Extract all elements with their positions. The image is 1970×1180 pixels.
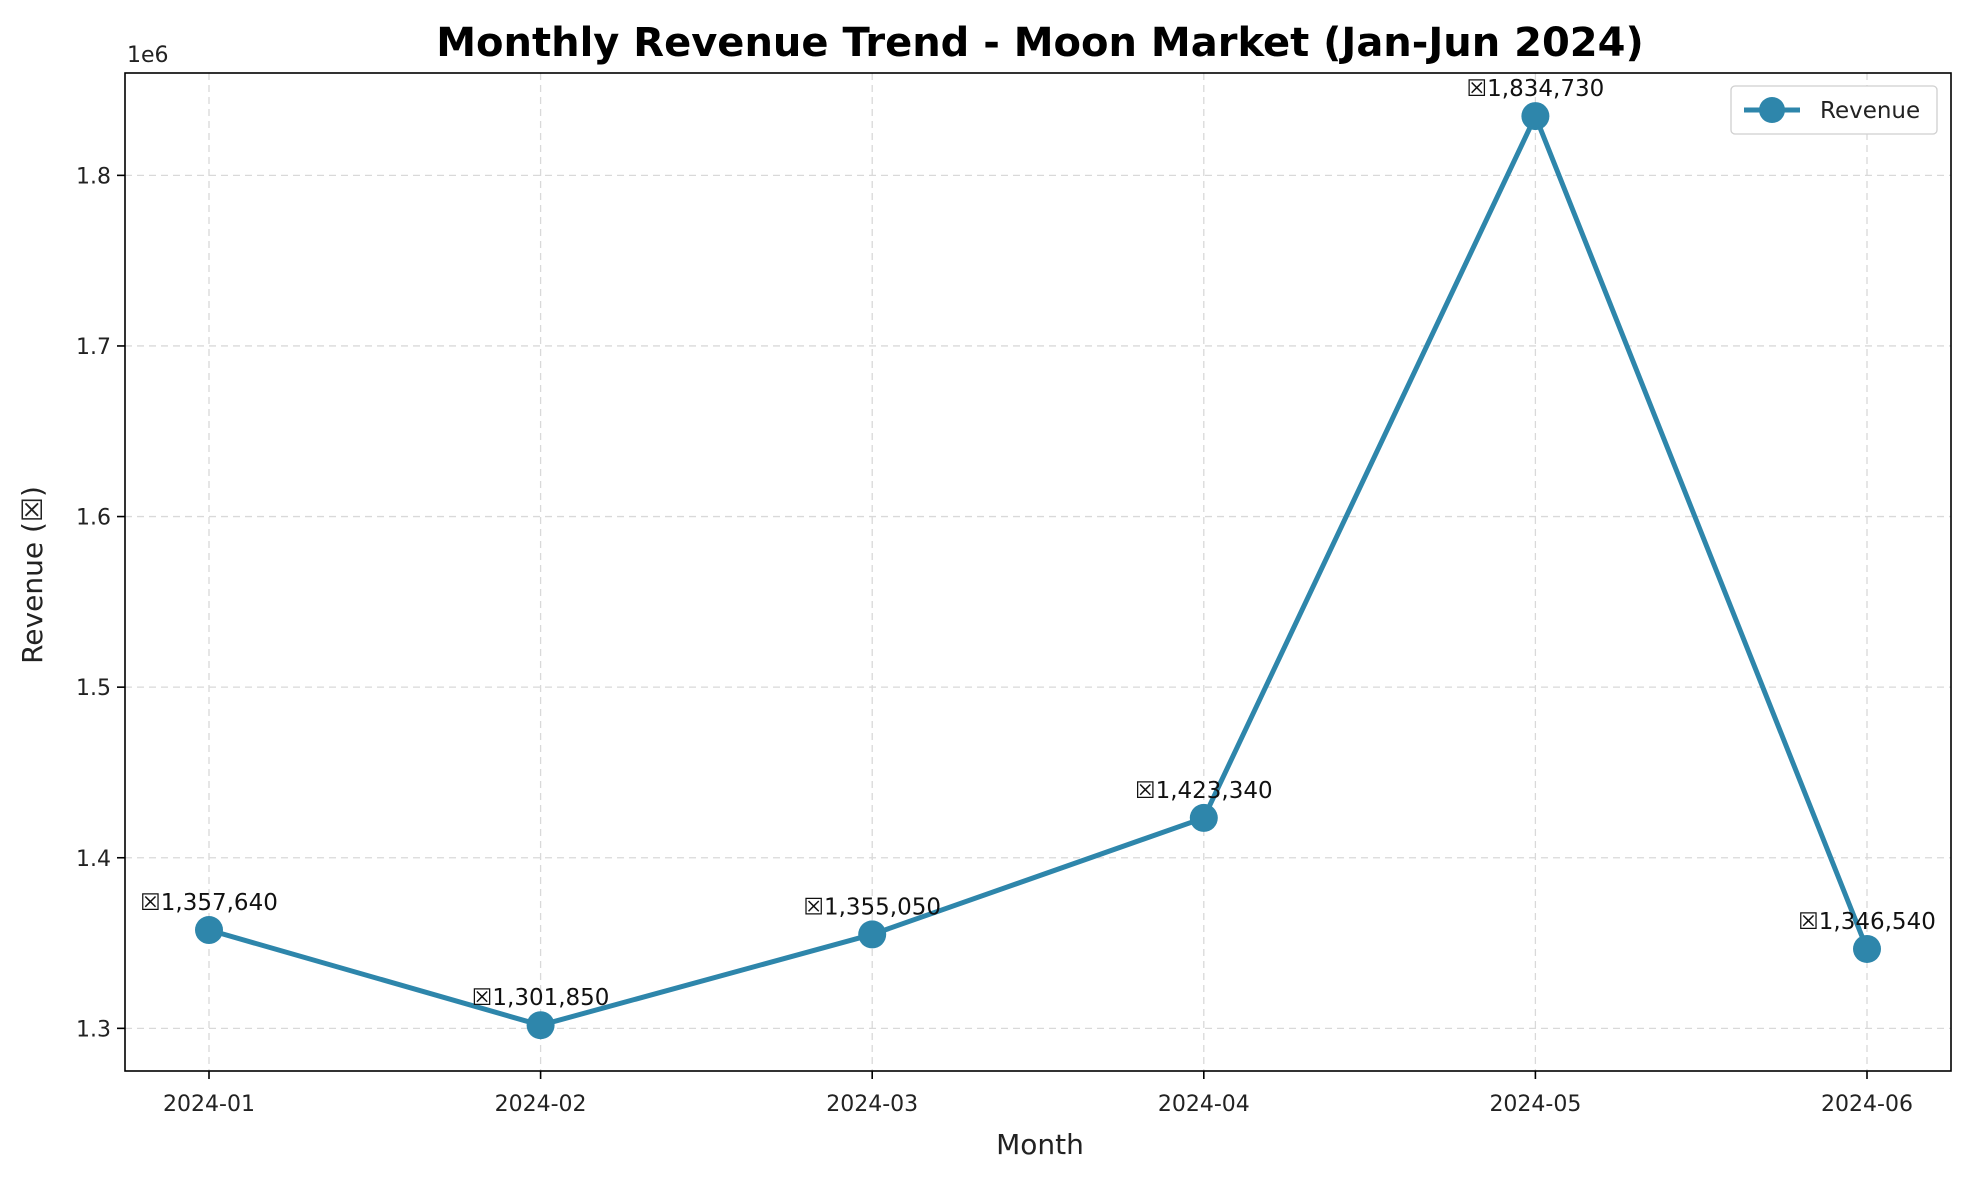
y-tick-label: 1.3 (76, 1017, 111, 1042)
series-markers (195, 102, 1881, 1040)
x-axis-label: Month (996, 1128, 1084, 1161)
legend-marker-swatch (1759, 97, 1785, 123)
y-tick-label: 1.6 (76, 506, 111, 531)
x-tick-label: 2024-06 (1821, 1092, 1913, 1117)
y-tick-label: 1.4 (76, 847, 111, 872)
data-point-marker (1189, 803, 1218, 832)
data-point-label: ☒1,357,640 (140, 890, 278, 916)
legend: Revenue (1730, 85, 1938, 135)
y-axis-label: Revenue (☒) (16, 486, 49, 664)
data-labels: ☒1,357,640 ☒1,301,850 ☒1,355,050 ☒1,423,340… (140, 76, 1936, 1011)
chart-title: Monthly Revenue Trend - Moon Market (Jan… (436, 20, 1644, 66)
x-tick-label: 2024-02 (495, 1092, 587, 1117)
data-point-marker (1521, 102, 1550, 131)
data-point-marker (526, 1011, 555, 1040)
data-point-label: ☒1,301,850 (472, 985, 610, 1011)
legend-entry-revenue: Revenue (1820, 98, 1920, 124)
data-point-label: ☒1,346,540 (1798, 909, 1936, 935)
y-axis-multiplier: 1e6 (127, 43, 169, 68)
x-tick-label: 2024-04 (1158, 1092, 1250, 1117)
x-tick-label: 2024-05 (1489, 1092, 1581, 1117)
y-tick-label: 1.7 (76, 335, 111, 360)
data-point-marker (858, 920, 887, 949)
plot-frame (124, 72, 1952, 1072)
data-point-label: ☒1,355,050 (803, 894, 941, 920)
revenue-series-line (206, 113, 1870, 1028)
data-point-label: ☒1,423,340 (1135, 778, 1273, 804)
x-axis-ticks: 2024-01 2024-02 2024-03 2024-04 2024-05 2024-… (163, 1071, 1913, 1117)
x-tick-label: 2024-03 (826, 1092, 918, 1117)
y-tick-label: 1.5 (76, 676, 111, 701)
data-point-marker (195, 916, 223, 945)
data-point-marker (1853, 934, 1881, 963)
y-tick-label: 1.8 (76, 164, 111, 189)
series-line-layer (206, 113, 1870, 1028)
data-point-label: ☒1,834,730 (1467, 76, 1605, 102)
grid-lines (125, 73, 1951, 1071)
y-axis-ticks: 1.3 1.4 1.5 1.6 1.7 1.8 (76, 164, 125, 1042)
legend-box (1730, 85, 1938, 135)
x-tick-label: 2024-01 (163, 1092, 255, 1117)
